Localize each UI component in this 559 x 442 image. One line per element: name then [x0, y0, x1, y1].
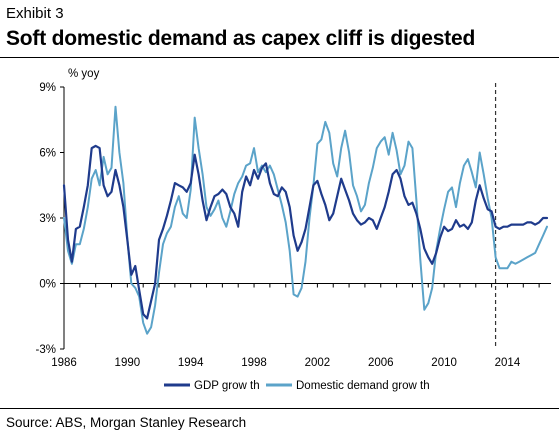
y-tick-label: 6%	[39, 148, 56, 160]
y-tick-label: 0%	[39, 279, 56, 291]
y-tick-label: -3%	[36, 344, 56, 356]
x-tick-label: 1990	[115, 357, 141, 369]
source-note: Source: ABS, Morgan Stanley Research	[6, 415, 247, 430]
x-tick-label: 2002	[305, 357, 331, 369]
x-tick-label: 2006	[368, 357, 394, 369]
exhibit-label: Exhibit 3	[6, 5, 64, 22]
series-line-domestic	[63, 105, 548, 335]
chart-legend: GDP grow th Domestic demand grow th	[164, 380, 430, 392]
x-tick-label: 2014	[495, 357, 521, 369]
line-chart: % yoy 9% 6% 3% 0% -3%1986 1990 1994 1998 2002 2006…	[36, 68, 551, 392]
chart-axes: % yoy 9% 6% 3% 0% -3%1986 1990 1994 1998 2002 2006…	[36, 68, 551, 369]
legend-label-domestic: Domestic demand grow th	[296, 380, 430, 392]
legend-label-gdp: GDP grow th	[194, 380, 260, 392]
bottom-divider	[0, 408, 559, 409]
x-tick-label: 1994	[178, 357, 204, 369]
y-axis-label: % yoy	[68, 68, 100, 80]
series-lines	[62, 105, 549, 335]
x-tick-label: 2010	[431, 357, 457, 369]
series-line-gdp	[62, 144, 549, 320]
chart-title: Soft domestic demand as capex cliff is d…	[6, 27, 476, 50]
y-tick-label: 9%	[39, 82, 56, 94]
y-tick-label: 3%	[39, 213, 56, 225]
x-tick-label: 1998	[241, 357, 267, 369]
top-divider	[0, 57, 559, 58]
x-tick-label: 1986	[51, 357, 77, 369]
